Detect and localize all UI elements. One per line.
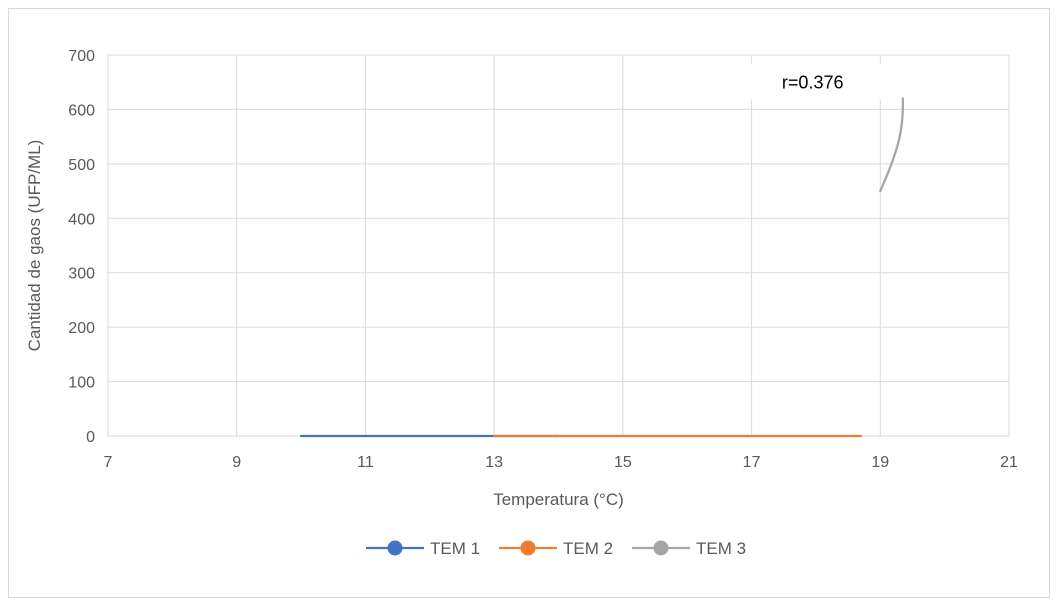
y-axis-ticks: 0 100 200 300 400 500 600 700: [68, 48, 95, 446]
y-tick-label: 400: [68, 211, 95, 228]
y-tick-label: 700: [68, 48, 95, 65]
y-tick-label: 0: [86, 429, 95, 446]
x-tick-label: 15: [614, 454, 632, 471]
y-axis-title: Cantidad de gaos (UFP/ML): [25, 140, 44, 352]
annotation-label: r=0.376: [782, 73, 844, 93]
x-tick-label: 7: [104, 454, 113, 471]
y-tick-label: 100: [68, 375, 95, 392]
y-tick-label: 300: [68, 266, 95, 283]
x-tick-label: 9: [232, 454, 241, 471]
annotation-box: [742, 63, 883, 100]
x-tick-label: 13: [485, 454, 503, 471]
x-tick-label: 11: [357, 454, 374, 471]
x-tick-label: 17: [743, 454, 761, 471]
x-tick-label: 19: [871, 454, 889, 471]
series-group: [299, 97, 905, 438]
series-line-tem-3: [879, 97, 905, 193]
grid-lines: [107, 54, 1010, 437]
y-tick-label: 600: [68, 102, 95, 119]
legend-marker: [387, 540, 403, 556]
x-axis-title: Temperatura (°C): [493, 490, 624, 509]
legend-marker: [653, 540, 669, 556]
legend-label: TEM 2: [563, 539, 613, 558]
legend-label: TEM 3: [696, 539, 746, 558]
y-tick-label: 500: [68, 157, 95, 174]
legend-label: TEM 1: [430, 539, 480, 558]
annotations-group: r=0.376: [742, 63, 883, 100]
legend-marker: [520, 540, 536, 556]
y-tick-label: 200: [68, 320, 95, 337]
x-axis-ticks: 7 9 11 13 15 17 19 21: [104, 454, 1018, 471]
legend: TEM 1 TEM 2 TEM 3: [366, 539, 746, 558]
x-tick-label: 21: [1000, 454, 1018, 471]
chart-frame: [8, 8, 1050, 598]
